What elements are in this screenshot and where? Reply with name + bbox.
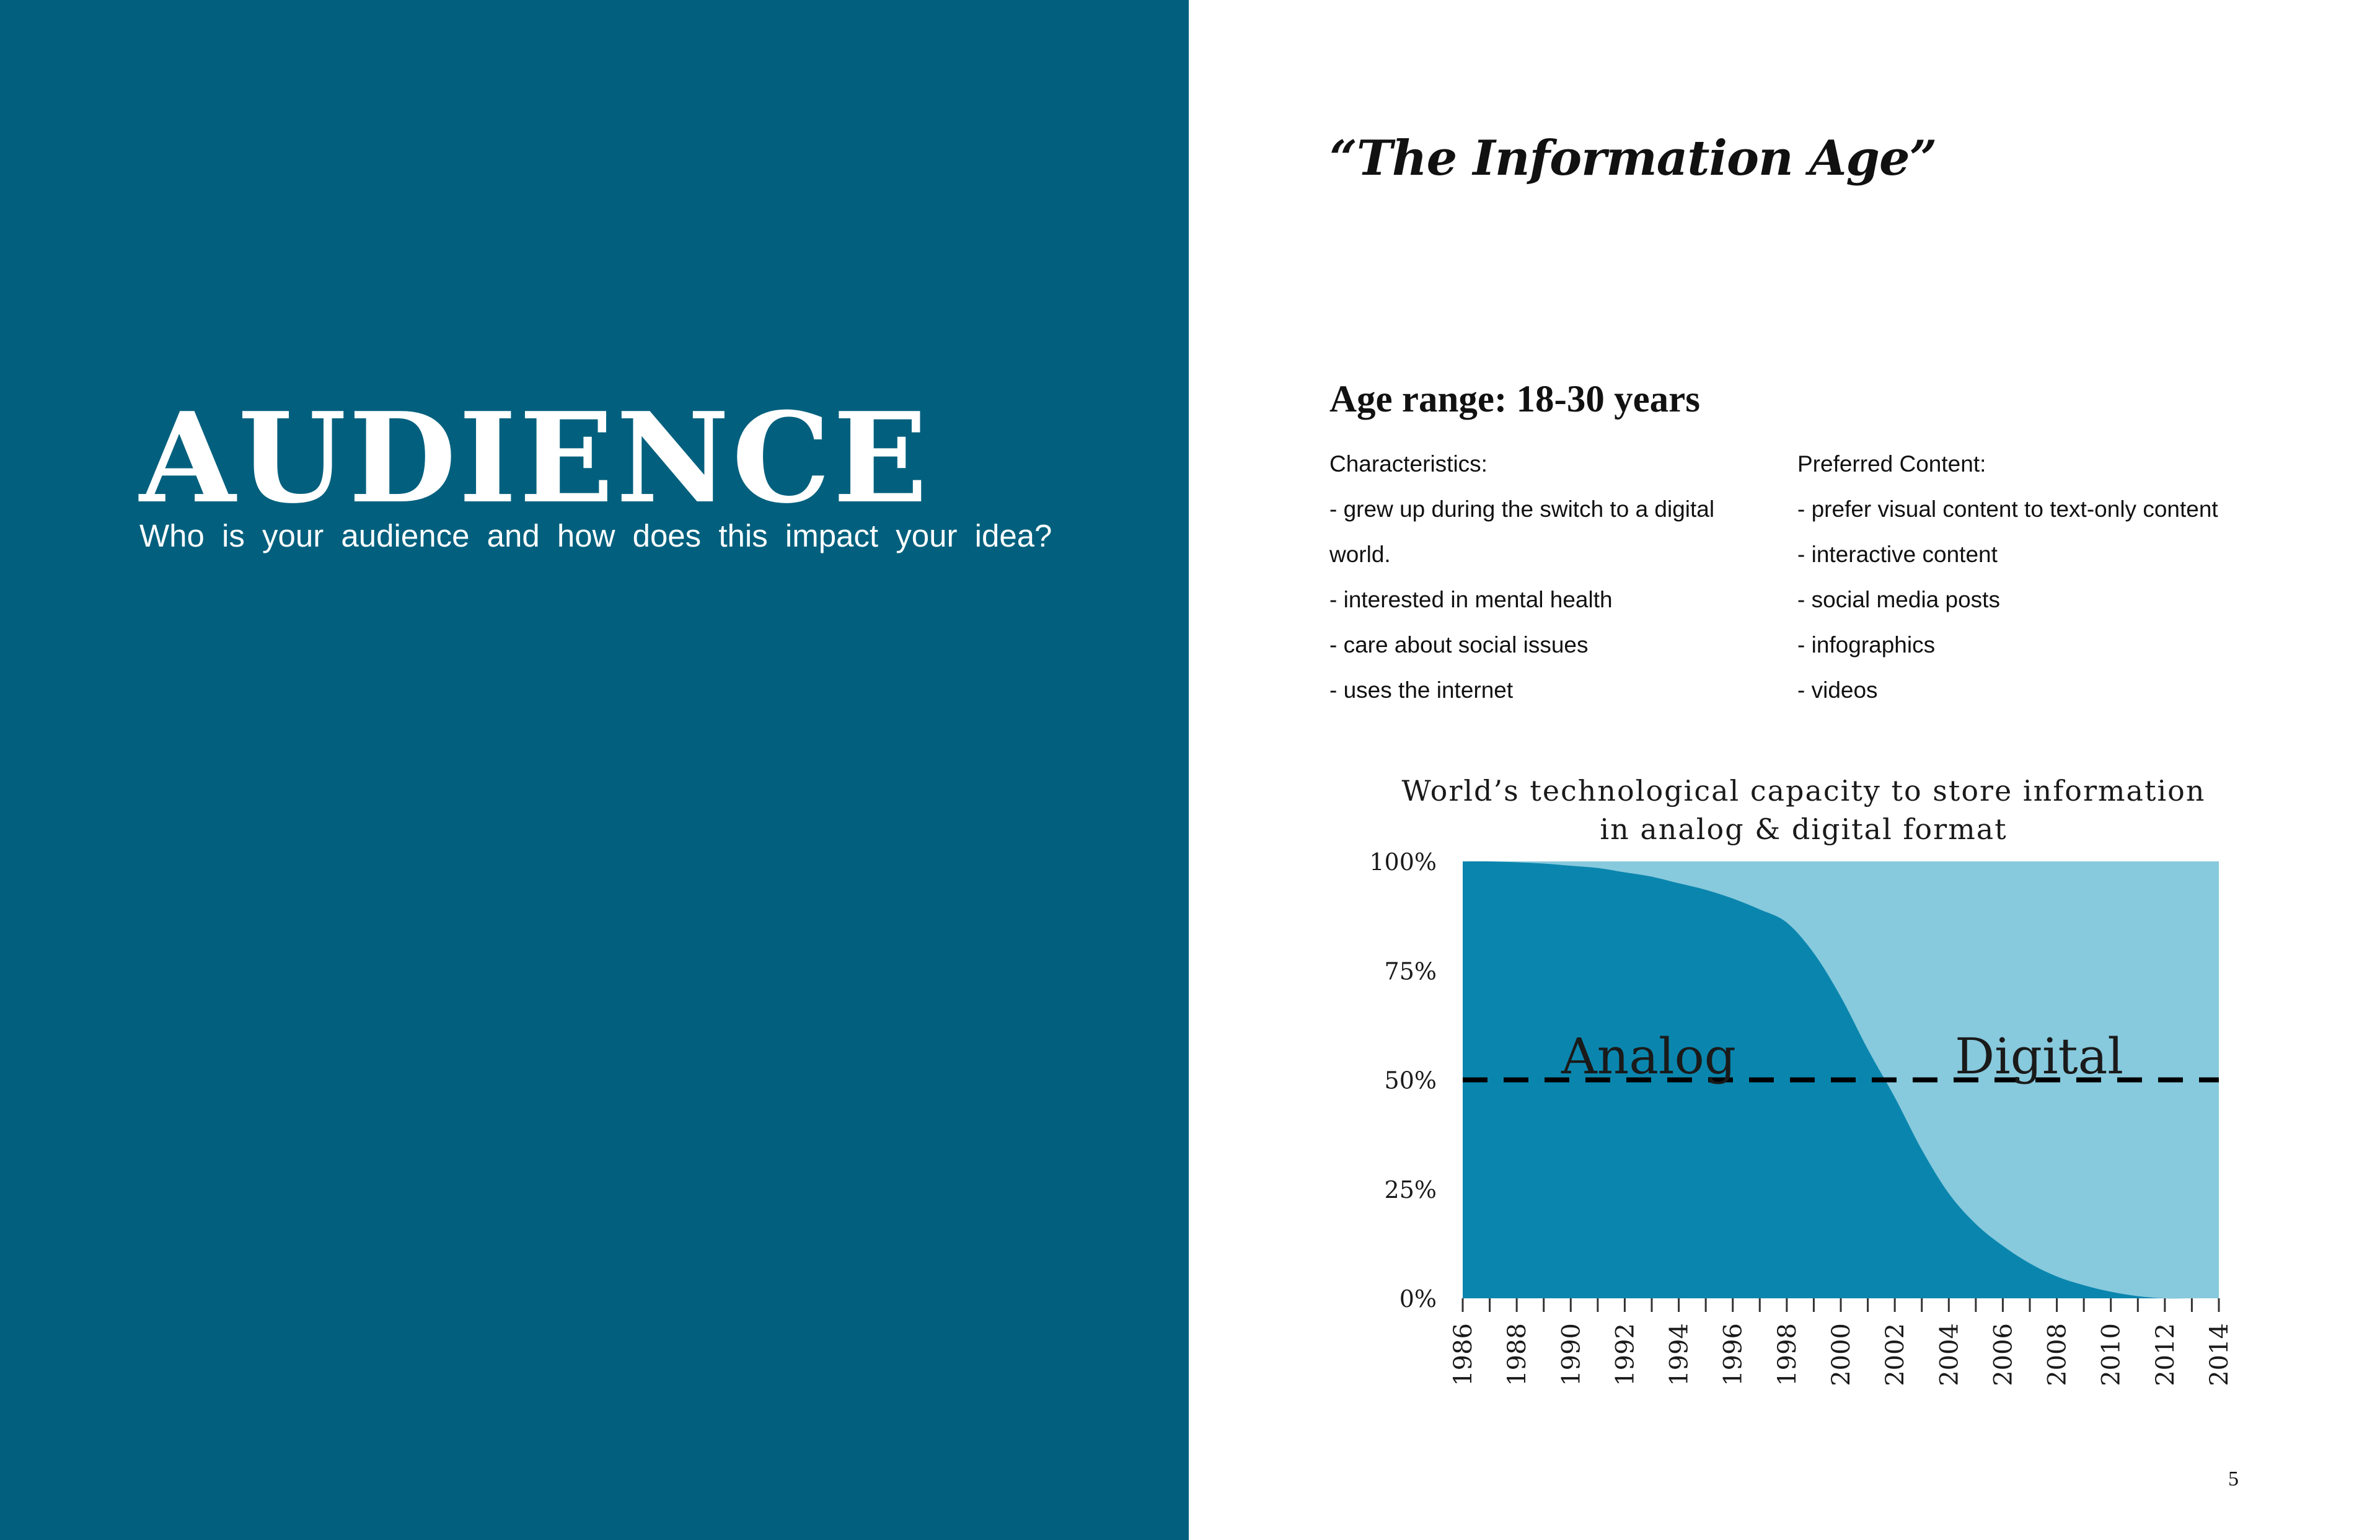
x-tick-label: 1996 <box>1719 1323 1748 1386</box>
list-item: - infographics <box>1797 632 1936 658</box>
x-tick-label: 2000 <box>1827 1323 1856 1386</box>
x-tick-label: 2002 <box>1881 1323 1910 1386</box>
list-item: - prefer visual content to text-only con… <box>1797 496 2218 522</box>
list-item: - interactive content <box>1797 542 1998 567</box>
list-item: world. <box>1329 542 1391 567</box>
age-range-heading: Age range: 18-30 years <box>1329 379 1700 420</box>
list-item: - interested in mental health <box>1329 587 1613 612</box>
list-item: - care about social issues <box>1329 632 1589 658</box>
series-label-digital: Digital <box>1955 1027 2123 1085</box>
left-panel: AUDIENCE Who is your audience and how do… <box>0 0 1189 1540</box>
series-label-analog: Analog <box>1561 1027 1736 1085</box>
y-tick-label: 0% <box>1399 1285 1437 1313</box>
x-tick-label: 2012 <box>2151 1323 2180 1386</box>
y-tick-label: 50% <box>1385 1067 1437 1094</box>
x-tick-label: 2004 <box>1935 1323 1963 1386</box>
y-tick-label: 100% <box>1369 848 1437 876</box>
characteristics-list: Characteristics: - grew up during the sw… <box>1329 441 1763 713</box>
x-tick-label: 1992 <box>1611 1323 1639 1386</box>
x-tick-label: 2014 <box>2205 1323 2234 1386</box>
x-tick-label: 2006 <box>1989 1323 2017 1386</box>
y-tick-label: 75% <box>1385 957 1437 985</box>
y-tick-label: 25% <box>1385 1176 1437 1203</box>
x-tick-label: 1998 <box>1773 1323 1802 1386</box>
x-tick-label: 2008 <box>2043 1323 2072 1386</box>
x-tick-label: 1994 <box>1665 1323 1694 1386</box>
section-title: AUDIENCE <box>139 385 930 531</box>
page-title: “The Information Age” <box>1329 130 1937 187</box>
section-subtitle: Who is your audience and how does this i… <box>139 518 1052 553</box>
chart-title-line: World’s technological capacity to store … <box>1401 774 2205 807</box>
list-item: - social media posts <box>1797 587 2000 612</box>
list-item: - grew up during the switch to a digital <box>1329 496 1715 522</box>
preferred-content-list: Preferred Content: - prefer visual conte… <box>1797 441 2256 713</box>
characteristics-heading: Characteristics: <box>1329 451 1488 477</box>
preferred-content-heading: Preferred Content: <box>1797 451 1986 477</box>
x-tick-label: 1990 <box>1557 1323 1585 1386</box>
chart-title-line: in analog & digital format <box>1600 812 2007 846</box>
list-item: - uses the internet <box>1329 677 1514 703</box>
list-item: - videos <box>1797 677 1878 703</box>
x-tick-label: 1986 <box>1449 1323 1478 1386</box>
page-number: 5 <box>2228 1467 2239 1490</box>
x-tick-label: 1988 <box>1503 1323 1532 1386</box>
x-tick-label: 2010 <box>2097 1323 2126 1386</box>
